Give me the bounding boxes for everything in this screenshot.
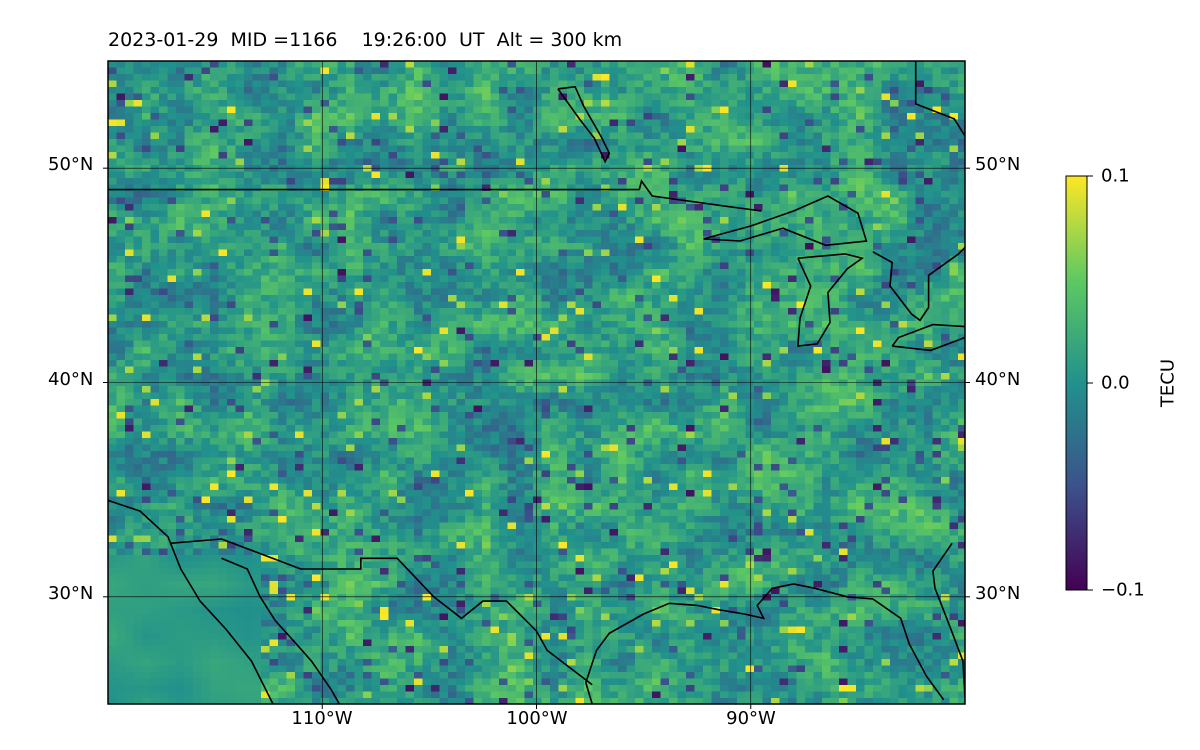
colorbar-label-max: 0.1 [1101, 165, 1130, 187]
coastline-segment [872, 246, 965, 322]
tec-field [108, 61, 965, 704]
coastlines [108, 61, 965, 704]
coastline-segment [585, 703, 587, 704]
coastline-segment [557, 85, 611, 164]
coastline-segment [221, 557, 341, 704]
lat-label-50-left: 50°N [48, 154, 94, 175]
lon-label-110w: 110°W [291, 708, 353, 729]
colorbar-title: TECU [1157, 358, 1179, 408]
coastline-segment [932, 542, 965, 698]
coastline-segment [108, 179, 762, 212]
axis-tick-marks [103, 167, 970, 709]
coastline-segment [584, 583, 945, 704]
plot-title: 2023-01-29 MID =1166 19:26:00 UT Alt = 3… [108, 29, 623, 51]
lon-label-100w: 100°W [506, 708, 568, 729]
coastline-segment [703, 195, 868, 247]
coastline-segment [170, 538, 593, 686]
colorbar-label-min: −0.1 [1101, 579, 1145, 601]
gridlines [108, 61, 965, 704]
lat-label-40-right: 40°N [975, 369, 1021, 390]
lat-label-30-left: 30°N [48, 583, 94, 604]
coastline-segment [891, 323, 965, 352]
coastline-segment [108, 499, 274, 704]
colorbar [1065, 175, 1088, 591]
lon-label-90w: 90°W [726, 708, 776, 729]
coastline-segment [797, 253, 865, 348]
coastline-segment [914, 61, 965, 137]
lat-label-40-left: 40°N [48, 369, 94, 390]
lat-label-30-right: 30°N [975, 583, 1021, 604]
colorbar-label-zero: 0.0 [1101, 372, 1130, 394]
lat-label-50-right: 50°N [975, 154, 1021, 175]
